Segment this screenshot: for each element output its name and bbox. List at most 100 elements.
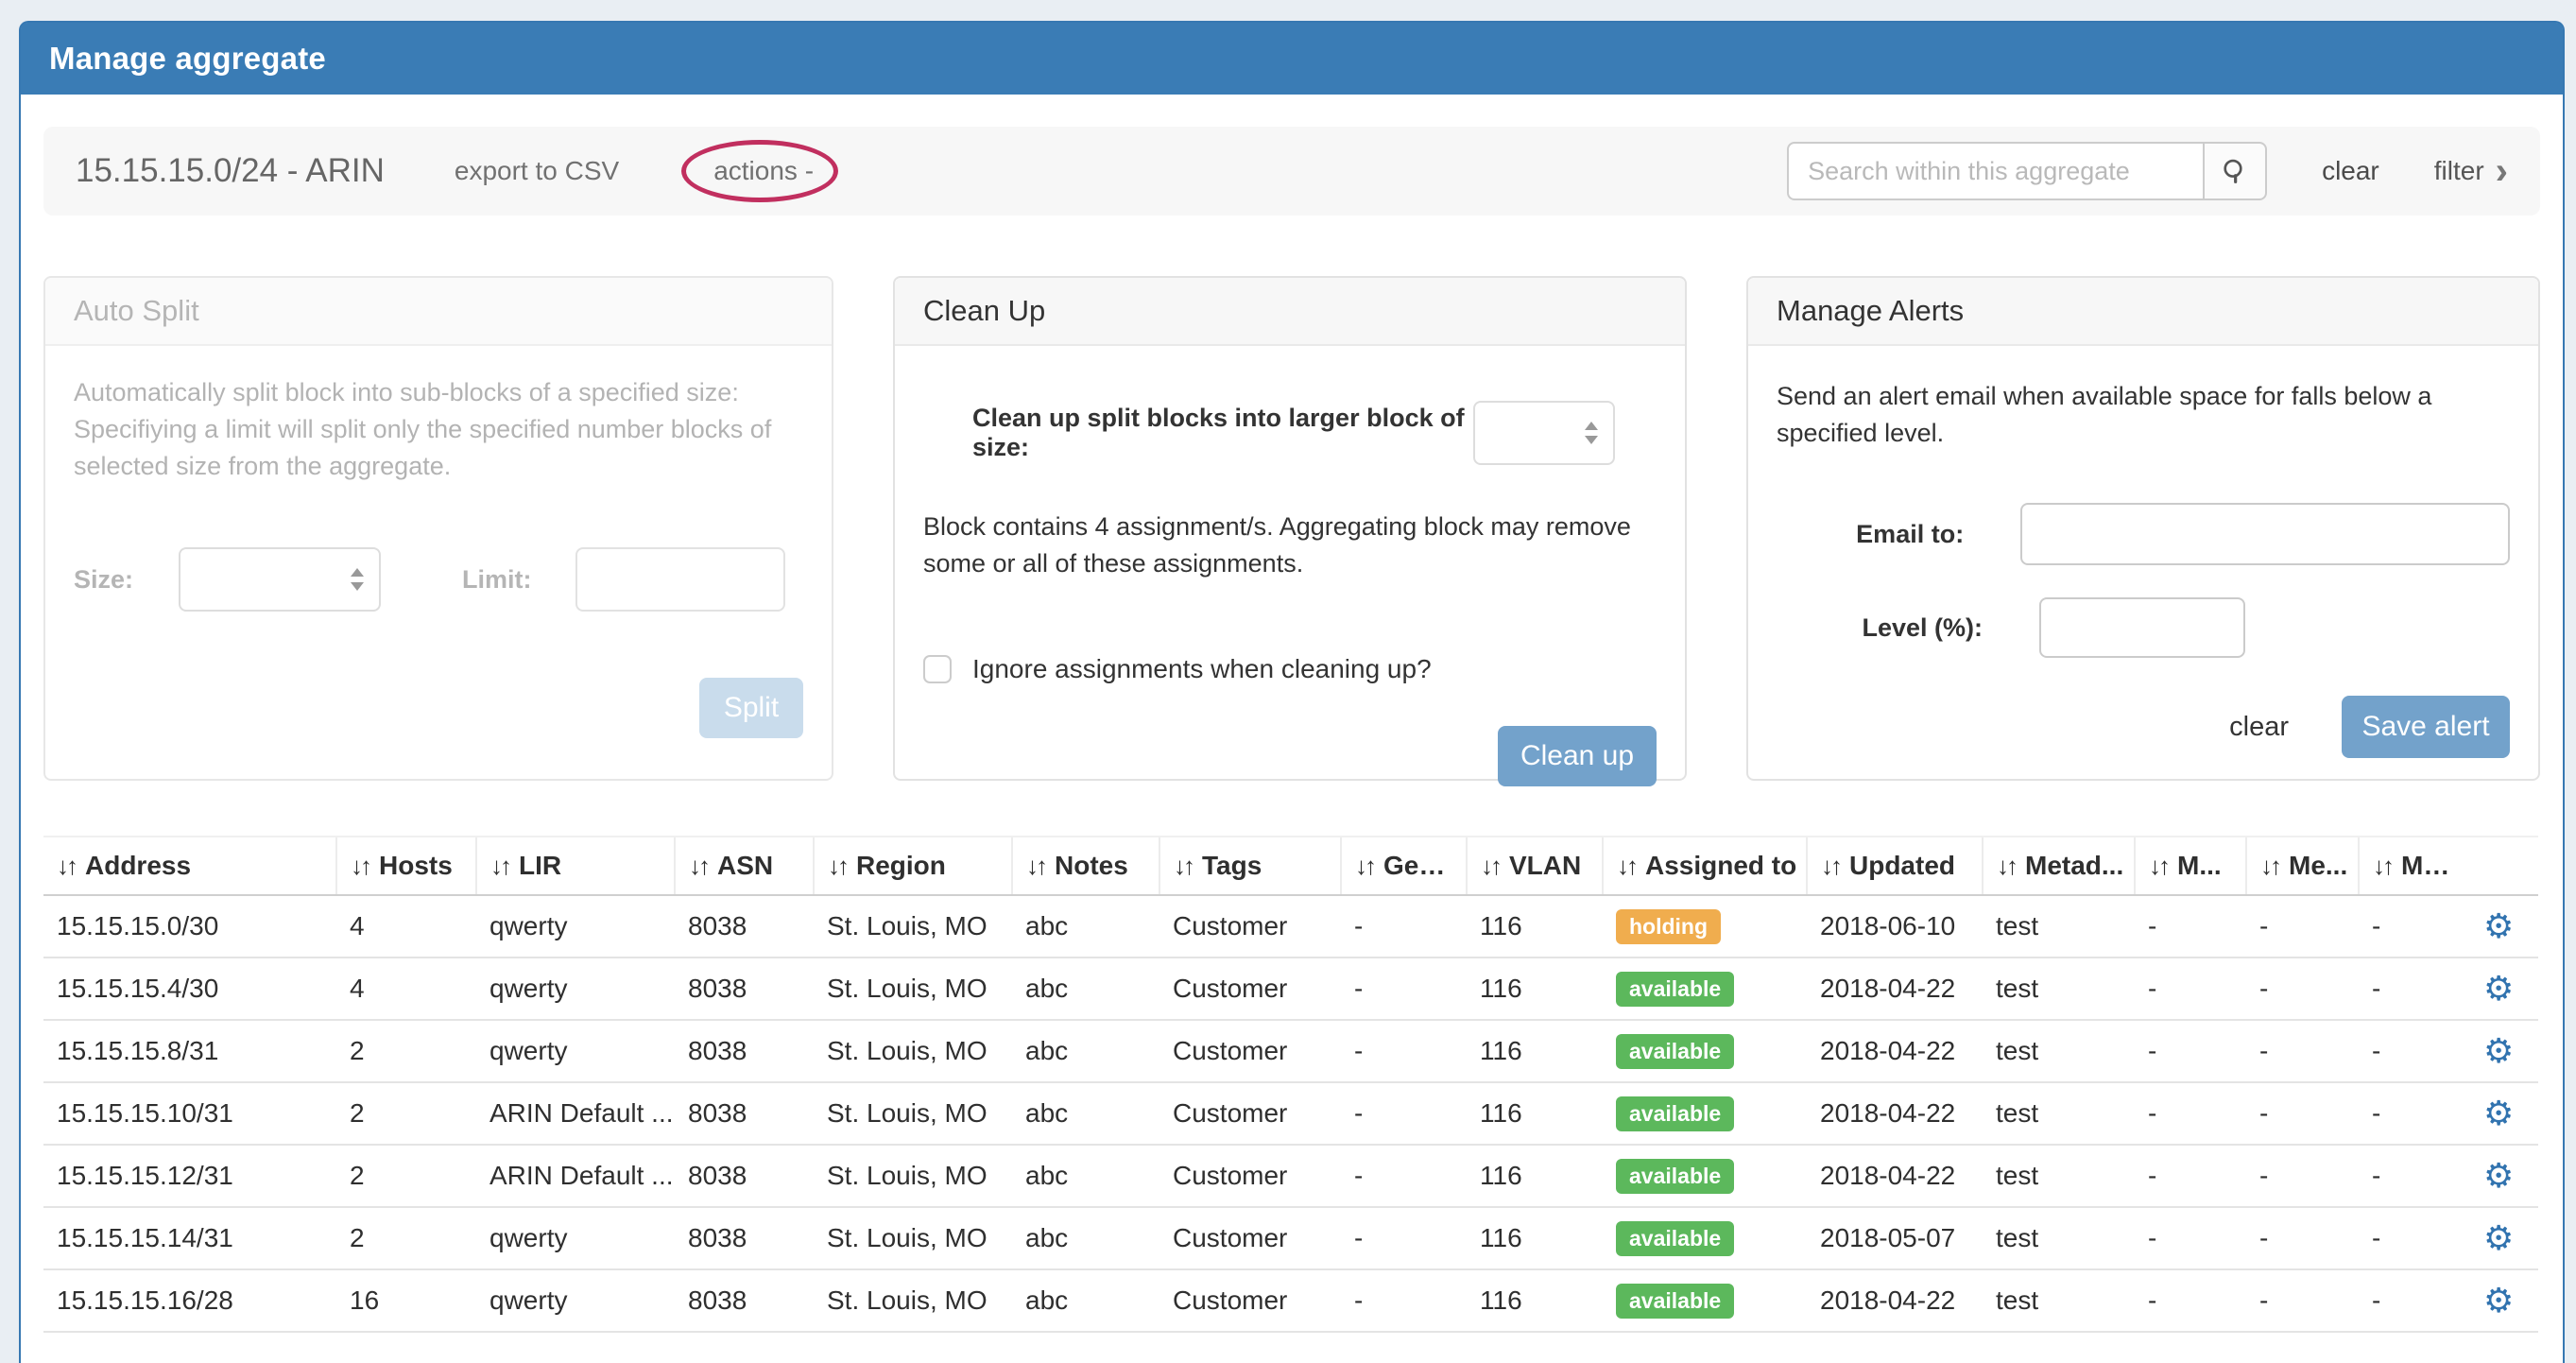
gear-icon[interactable]: ⚙ (2483, 968, 2515, 1008)
split-button[interactable]: Split (699, 678, 803, 739)
cell-metadata1: test (1983, 958, 2135, 1021)
sort-icon: ↓↑ (1026, 852, 1048, 880)
col-header-metadata2[interactable]: ↓↑ M... (2134, 836, 2246, 896)
actions-dropdown-wrap: actions - (681, 140, 840, 202)
cell-tags: Customer (1159, 895, 1341, 958)
gear-icon[interactable]: ⚙ (2483, 1155, 2515, 1195)
col-header-notes[interactable]: ↓↑ Notes (1011, 836, 1159, 896)
ignore-assignments-checkbox[interactable] (923, 655, 952, 684)
cell-hosts: 2 (336, 1020, 476, 1083)
cell-vlan: 116 (1467, 895, 1603, 958)
table-row[interactable]: 15.15.15.16/28 16 qwerty 8038 St. Louis,… (43, 1269, 2538, 1333)
cell-asn: 8038 (675, 1207, 814, 1270)
col-header-hosts[interactable]: ↓↑ Hosts (335, 836, 476, 896)
col-header-metadata4[interactable]: ↓↑ Met... (2358, 836, 2470, 896)
auto-split-title: Auto Split (45, 278, 832, 346)
clean-up-panel: Clean Up Clean up split blocks into larg… (893, 276, 1687, 787)
cell-metadata2: - (2135, 1207, 2246, 1270)
table-row[interactable]: 15.15.15.10/31 2 ARIN Default ... 8038 S… (43, 1082, 2538, 1146)
col-header-address[interactable]: ↓↑ Address (43, 836, 336, 896)
cell-actions: ⚙ (2470, 1082, 2538, 1146)
sort-icon: ↓↑ (1174, 852, 1195, 880)
col-header-region[interactable]: ↓↑ Region (813, 836, 1012, 896)
export-csv-link[interactable]: export to CSV (454, 156, 620, 185)
table-row[interactable]: 15.15.15.0/30 4 qwerty 8038 St. Louis, M… (43, 895, 2538, 958)
search-clear-link[interactable]: clear (2322, 156, 2379, 185)
save-alert-button[interactable]: Save alert (2342, 696, 2510, 759)
cell-tags: Customer (1159, 1207, 1341, 1270)
cell-metadata4: - (2359, 1145, 2470, 1208)
gear-icon[interactable]: ⚙ (2483, 1093, 2515, 1132)
col-header-lir[interactable]: ↓↑ LIR (475, 836, 675, 896)
status-badge: available (1616, 971, 1735, 1007)
cell-metadata1: test (1983, 895, 2135, 958)
size-select[interactable] (179, 547, 382, 612)
col-header-metadata3[interactable]: ↓↑ Me... (2245, 836, 2359, 896)
email-to-input[interactable] (2020, 503, 2510, 566)
cell-actions: ⚙ (2470, 958, 2538, 1021)
cell-assigned-to: available (1603, 1020, 1807, 1083)
table-row[interactable]: 15.15.15.4/30 4 qwerty 8038 St. Louis, M… (43, 958, 2538, 1021)
cell-assigned-to: available (1603, 958, 1807, 1021)
cell-notes: abc (1012, 958, 1159, 1021)
cell-assigned-to: available (1603, 1207, 1807, 1270)
email-to-label: Email to: (1856, 519, 1965, 548)
level-input[interactable] (2039, 597, 2245, 659)
action-panels-row: Auto Split Automatically split block int… (43, 276, 2540, 787)
table-row[interactable]: 15.15.15.12/31 2 ARIN Default ... 8038 S… (43, 1145, 2538, 1208)
gear-icon[interactable]: ⚙ (2483, 1217, 2515, 1257)
cell-tags: Customer (1159, 1269, 1341, 1333)
col-header-tags[interactable]: ↓↑ Tags (1159, 836, 1341, 896)
filter-link[interactable]: filter › (2434, 152, 2508, 190)
clean-up-title: Clean Up (895, 278, 1685, 346)
gear-icon[interactable]: ⚙ (2483, 1280, 2515, 1320)
auto-split-panel: Auto Split Automatically split block int… (43, 276, 833, 781)
limit-label: Limit: (462, 564, 532, 594)
cell-notes: abc (1012, 1269, 1159, 1333)
cell-address: 15.15.15.8/31 (43, 1020, 336, 1083)
clean-up-size-select[interactable] (1473, 401, 1615, 465)
cell-metadata2: - (2135, 1269, 2246, 1333)
sort-icon: ↓↑ (1481, 852, 1503, 880)
table-row[interactable]: 15.15.15.8/31 2 qwerty 8038 St. Louis, M… (43, 1020, 2538, 1083)
actions-dropdown[interactable]: actions - (713, 156, 815, 185)
table-row[interactable]: 15.15.15.14/31 2 qwerty 8038 St. Louis, … (43, 1207, 2538, 1270)
select-caret-icon (351, 568, 365, 592)
cell-generic: - (1341, 895, 1467, 958)
sort-icon: ↓↑ (1821, 852, 1843, 880)
limit-input[interactable] (575, 547, 785, 612)
gear-icon[interactable]: ⚙ (2483, 906, 2515, 945)
cell-hosts: 2 (336, 1207, 476, 1270)
cell-notes: abc (1012, 1207, 1159, 1270)
cell-asn: 8038 (675, 1020, 814, 1083)
cell-metadata1: test (1983, 1082, 2135, 1146)
cell-hosts: 4 (336, 958, 476, 1021)
cell-address: 15.15.15.0/30 (43, 895, 336, 958)
clean-up-button[interactable]: Clean up (1498, 726, 1657, 787)
col-header-assigned-to[interactable]: ↓↑ Assigned to (1602, 836, 1807, 896)
manage-alerts-description: Send an alert email when available space… (1777, 382, 2432, 448)
cell-region: St. Louis, MO (814, 1269, 1012, 1333)
col-header-generic[interactable]: ↓↑ Gene... (1340, 836, 1467, 896)
col-header-asn[interactable]: ↓↑ ASN (674, 836, 814, 896)
status-badge: available (1616, 1033, 1735, 1069)
cell-metadata4: - (2359, 1020, 2470, 1083)
cell-hosts: 4 (336, 895, 476, 958)
cell-tags: Customer (1159, 1082, 1341, 1146)
cell-metadata3: - (2246, 895, 2359, 958)
alert-clear-link[interactable]: clear (2229, 711, 2289, 742)
panel-heading: Manage aggregate (21, 23, 2563, 95)
cell-region: St. Louis, MO (814, 1207, 1012, 1270)
status-badge: available (1616, 1220, 1735, 1256)
gear-icon[interactable]: ⚙ (2483, 1030, 2515, 1070)
status-badge: available (1616, 1096, 1735, 1131)
search-button[interactable] (2203, 142, 2268, 200)
cell-lir: qwerty (476, 958, 675, 1021)
cell-updated: 2018-04-22 (1807, 1020, 1983, 1083)
col-header-updated[interactable]: ↓↑ Updated (1806, 836, 1983, 896)
col-header-vlan[interactable]: ↓↑ VLAN (1466, 836, 1603, 896)
col-header-metadata1[interactable]: ↓↑ Metad... (1982, 836, 2135, 896)
search-input[interactable] (1787, 142, 2204, 200)
cell-lir: ARIN Default ... (476, 1145, 675, 1208)
sort-icon: ↓↑ (1355, 852, 1377, 880)
